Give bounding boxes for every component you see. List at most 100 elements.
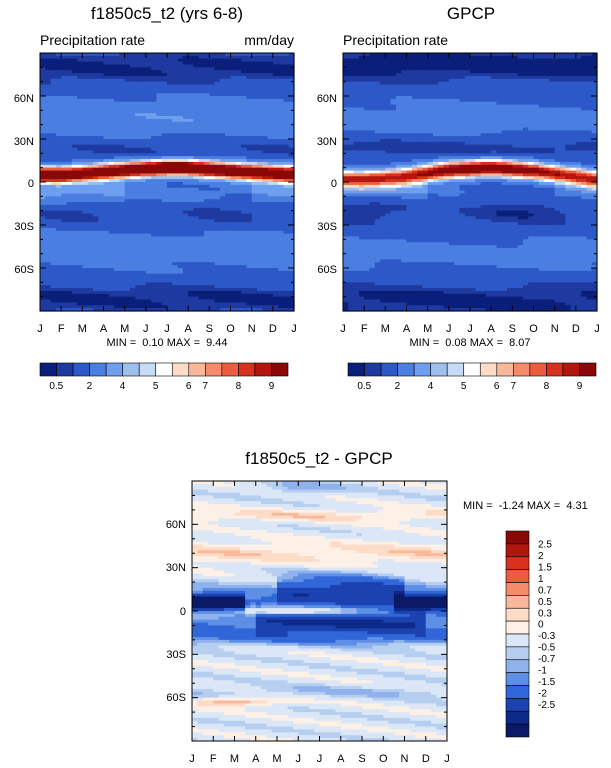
field-cell bbox=[61, 179, 68, 183]
field-cell bbox=[182, 118, 189, 123]
field-cell bbox=[554, 81, 561, 86]
field-cell bbox=[156, 199, 163, 203]
field-cell bbox=[198, 90, 205, 94]
field-cell bbox=[246, 139, 253, 143]
field-cell bbox=[225, 133, 232, 137]
field-cell bbox=[369, 58, 376, 63]
field-cell bbox=[156, 84, 163, 88]
field-cell bbox=[358, 73, 365, 77]
field-cell bbox=[432, 64, 439, 68]
field-cell bbox=[145, 222, 152, 226]
field-cell bbox=[283, 164, 290, 169]
field-cell bbox=[214, 110, 221, 114]
field-cell bbox=[124, 173, 131, 177]
field-cell bbox=[283, 150, 290, 154]
field-cell bbox=[533, 73, 540, 77]
field-cell bbox=[246, 75, 253, 80]
field-cell bbox=[219, 118, 226, 123]
field-cell bbox=[45, 265, 52, 269]
field-cell bbox=[135, 81, 142, 86]
field-cell bbox=[235, 302, 242, 306]
field-cell bbox=[204, 225, 210, 229]
field-cell bbox=[55, 282, 62, 286]
field-cell bbox=[246, 130, 253, 134]
field-cell bbox=[98, 288, 105, 292]
field-cell bbox=[71, 253, 78, 258]
field-cell bbox=[262, 305, 269, 309]
field-cell bbox=[177, 219, 184, 223]
field-cell bbox=[161, 96, 168, 100]
field-cell bbox=[283, 73, 290, 77]
field-cell bbox=[507, 75, 513, 80]
field-cell bbox=[124, 159, 131, 163]
field-cell bbox=[172, 118, 179, 123]
field-cell bbox=[92, 139, 99, 143]
field-cell bbox=[66, 101, 73, 106]
field-cell bbox=[119, 233, 126, 238]
field-cell bbox=[61, 144, 68, 149]
field-cell bbox=[512, 84, 519, 88]
field-cell bbox=[288, 53, 295, 57]
field-cell bbox=[108, 282, 115, 286]
field-cell bbox=[241, 167, 247, 172]
field-cell bbox=[193, 196, 200, 200]
field-cell bbox=[82, 73, 89, 77]
field-cell bbox=[66, 110, 73, 114]
field-cell bbox=[559, 81, 566, 86]
field-cell bbox=[66, 245, 73, 249]
field-cell bbox=[61, 167, 68, 172]
field-cell bbox=[108, 127, 115, 131]
field-cell bbox=[235, 196, 242, 200]
field-cell bbox=[438, 53, 445, 57]
field-cell bbox=[358, 78, 365, 83]
field-cell bbox=[87, 161, 94, 166]
field-cell bbox=[172, 170, 179, 174]
field-cell bbox=[491, 55, 498, 60]
field-cell bbox=[225, 179, 232, 183]
field-cell bbox=[87, 153, 94, 157]
field-cell bbox=[87, 84, 94, 88]
field-cell bbox=[288, 70, 295, 74]
field-cell bbox=[87, 113, 94, 117]
field-cell bbox=[225, 130, 232, 134]
field-cell bbox=[98, 104, 105, 109]
field-cell bbox=[272, 219, 279, 223]
field-cell bbox=[198, 170, 205, 174]
field-cell bbox=[496, 55, 503, 60]
field-cell bbox=[55, 225, 62, 229]
field-cell bbox=[283, 225, 290, 229]
field-cell bbox=[480, 53, 487, 57]
field-cell bbox=[172, 55, 179, 60]
field-cell bbox=[119, 193, 126, 197]
field-cell bbox=[246, 116, 253, 120]
field-cell bbox=[241, 216, 247, 220]
field-cell bbox=[272, 282, 279, 286]
field-cell bbox=[278, 190, 285, 195]
field-cell bbox=[40, 144, 46, 149]
field-cell bbox=[92, 53, 99, 57]
field-cell bbox=[219, 121, 226, 126]
field-cell bbox=[92, 121, 99, 126]
field-cell bbox=[182, 61, 189, 66]
field-cell bbox=[45, 285, 52, 289]
field-cell bbox=[214, 84, 221, 88]
field-cell bbox=[135, 101, 142, 106]
field-cell bbox=[61, 81, 68, 86]
field-cell bbox=[225, 170, 232, 174]
field-cell bbox=[538, 64, 545, 68]
field-cell bbox=[262, 116, 269, 120]
field-cell bbox=[235, 139, 242, 143]
field-cell bbox=[559, 55, 566, 60]
field-cell bbox=[214, 139, 221, 143]
field-cell bbox=[177, 81, 184, 86]
field-cell bbox=[124, 190, 131, 195]
field-cell bbox=[262, 308, 269, 312]
field-cell bbox=[55, 176, 62, 180]
field-cell bbox=[256, 210, 263, 215]
field-cell bbox=[193, 273, 200, 278]
field-cell bbox=[151, 147, 158, 152]
field-cell bbox=[262, 190, 269, 195]
field-cell bbox=[219, 196, 226, 200]
field-cell bbox=[151, 247, 158, 252]
model-x-tick-label: F bbox=[58, 323, 65, 335]
